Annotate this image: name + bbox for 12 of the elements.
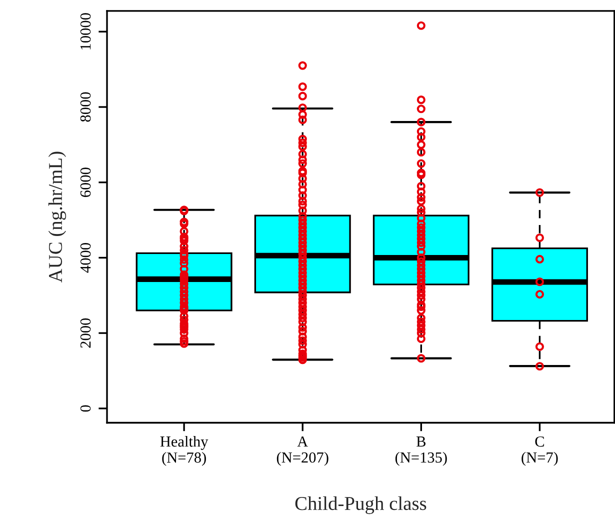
y-tick-label: 0: [80, 405, 91, 412]
x-tick-label: C (N=7): [522, 436, 558, 466]
y-tick-label: 10000: [80, 13, 91, 50]
y-axis-title: AUC (ng.hr/mL): [48, 152, 66, 283]
y-tick-label: 8000: [80, 92, 91, 122]
x-tick-label: B (N=135): [395, 436, 447, 466]
x-tick-label: Healthy (N=78): [160, 436, 208, 466]
x-tick-label: A (N=207): [276, 436, 328, 466]
x-axis-title: Child-Pugh class: [295, 496, 426, 514]
y-tick-label: 6000: [80, 168, 91, 197]
y-tick-label: 2000: [80, 318, 91, 348]
y-tick-label: 4000: [80, 243, 91, 273]
